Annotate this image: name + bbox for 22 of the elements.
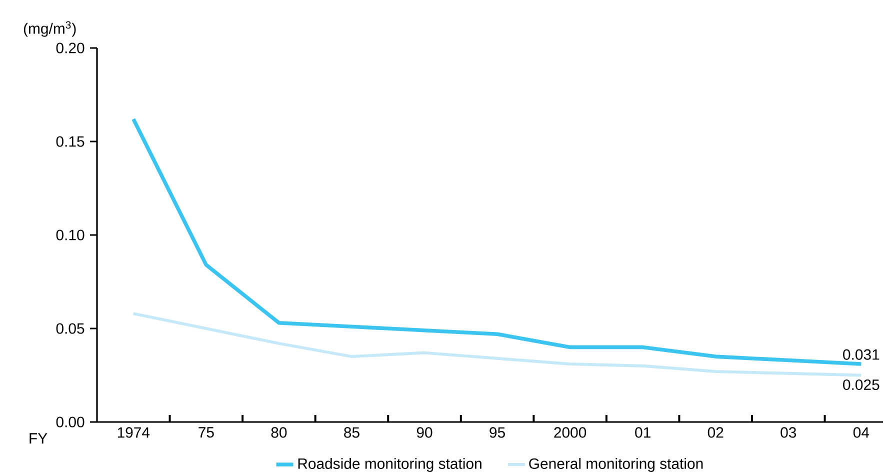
y-tick-label: 0.15: [56, 136, 84, 147]
x-tick-label: 02: [708, 427, 724, 438]
y-tick-label: 0.05: [56, 323, 84, 334]
data-label: 0.031: [843, 349, 880, 360]
y-axis-title: (mg/m$^{3}$): [24, 21, 76, 37]
legend-label: General monitoring station: [529, 458, 703, 472]
x-tick-label: 1974: [118, 427, 150, 438]
x-tick-label: 80: [271, 427, 287, 438]
x-tick-label: 85: [344, 427, 360, 438]
legend-label: Roadside monitoring station: [298, 458, 482, 472]
x-tick-label: 03: [780, 427, 796, 438]
x-axis-title: FY: [30, 433, 48, 444]
x-tick-label: 2000: [554, 427, 586, 438]
data-label: 0.025: [843, 379, 880, 390]
y-tick-label: 0.20: [56, 42, 84, 54]
x-tick-label: 01: [635, 427, 650, 438]
y-tick-label: 0.10: [56, 230, 84, 240]
x-tick-label: 90: [416, 427, 432, 438]
y-tick-label: 0.00: [56, 416, 84, 428]
x-tick-label: 04: [853, 427, 870, 438]
x-tick-label: 75: [198, 427, 214, 438]
x-tick-label: 95: [490, 427, 505, 438]
